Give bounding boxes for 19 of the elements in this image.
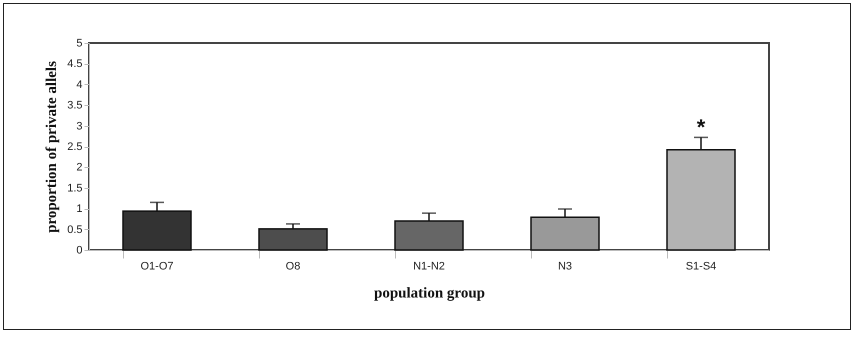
x-axis-title: population group xyxy=(374,286,486,302)
x-tick-label: N3 xyxy=(558,260,572,272)
y-tick-label: 2.5 xyxy=(67,141,82,153)
y-axis-title: proportion of private allels xyxy=(44,60,60,233)
y-tick-label: 2 xyxy=(76,162,82,174)
x-tick-label: S1-S4 xyxy=(686,260,716,272)
annotation: * xyxy=(696,114,706,140)
y-tick-label: 1 xyxy=(76,203,82,216)
x-tick-label: N1-N2 xyxy=(413,260,445,272)
y-tick-label: 0.5 xyxy=(67,224,82,236)
x-tick-label: O1-O7 xyxy=(140,260,174,272)
y-tick-label: 3.5 xyxy=(67,100,82,112)
y-tick-label: 0 xyxy=(76,244,82,256)
y-tick-label: 1.5 xyxy=(67,182,82,194)
y-tick-label: 5 xyxy=(76,38,82,50)
x-tick-label: O8 xyxy=(286,260,300,272)
y-tick-label: 4.5 xyxy=(67,58,82,70)
y-tick-label: 4 xyxy=(76,78,82,91)
y-tick-label: 3 xyxy=(76,120,82,132)
